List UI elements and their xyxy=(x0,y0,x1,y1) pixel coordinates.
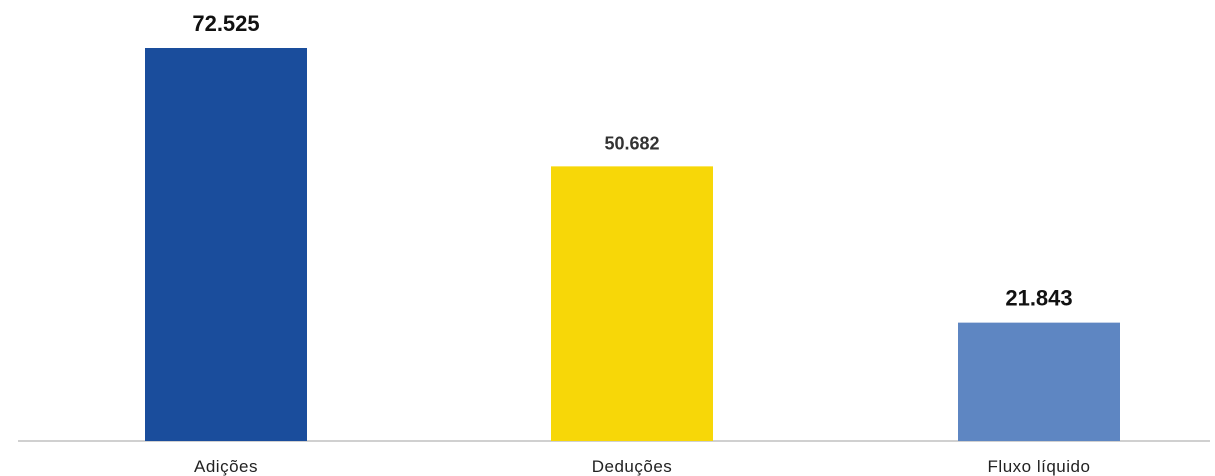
category-label-deducoes: Deduções xyxy=(592,457,673,476)
value-labels-group: 72.525 50.682 21.843 xyxy=(192,11,1072,311)
value-label-fluxo-liquido: 21.843 xyxy=(1005,286,1072,311)
category-label-fluxo-liquido: Fluxo líquido xyxy=(988,457,1091,476)
value-label-deducoes: 50.682 xyxy=(604,133,659,153)
bar-fluxo-liquido xyxy=(958,322,1120,441)
bar-adicoes xyxy=(145,48,307,441)
bar-deducoes xyxy=(551,166,713,441)
category-label-adicoes: Adições xyxy=(194,457,258,476)
bars-group xyxy=(145,48,1120,441)
value-label-adicoes: 72.525 xyxy=(192,11,259,36)
category-labels-group: Adições Deduções Fluxo líquido xyxy=(194,457,1090,476)
